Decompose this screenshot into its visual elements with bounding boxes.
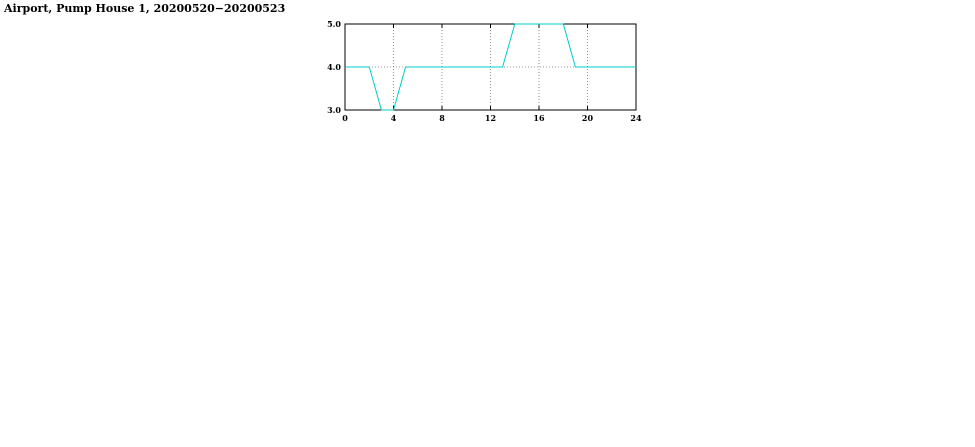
- page-title: Airport, Pump House 1, 20200520−20200523: [4, 2, 286, 15]
- x-tick-label: 0: [342, 113, 348, 123]
- x-tick-label: 16: [533, 113, 545, 123]
- series-line-cyan: [345, 23, 636, 111]
- x-tick-label: 20: [582, 113, 594, 123]
- x-tick-label: 4: [391, 113, 397, 123]
- y-tick-label: 3.0: [327, 105, 341, 115]
- chart-aqhi: 3.0 4.0 5.0 0 4 8 12 16 20 24: [327, 19, 642, 123]
- x-tick-label: 24: [630, 113, 642, 123]
- x-tick-label: 12: [485, 113, 496, 123]
- x-tick-label: 8: [439, 113, 445, 123]
- y-tick-label: 4.0: [327, 62, 341, 72]
- y-tick-label: 5.0: [327, 19, 341, 29]
